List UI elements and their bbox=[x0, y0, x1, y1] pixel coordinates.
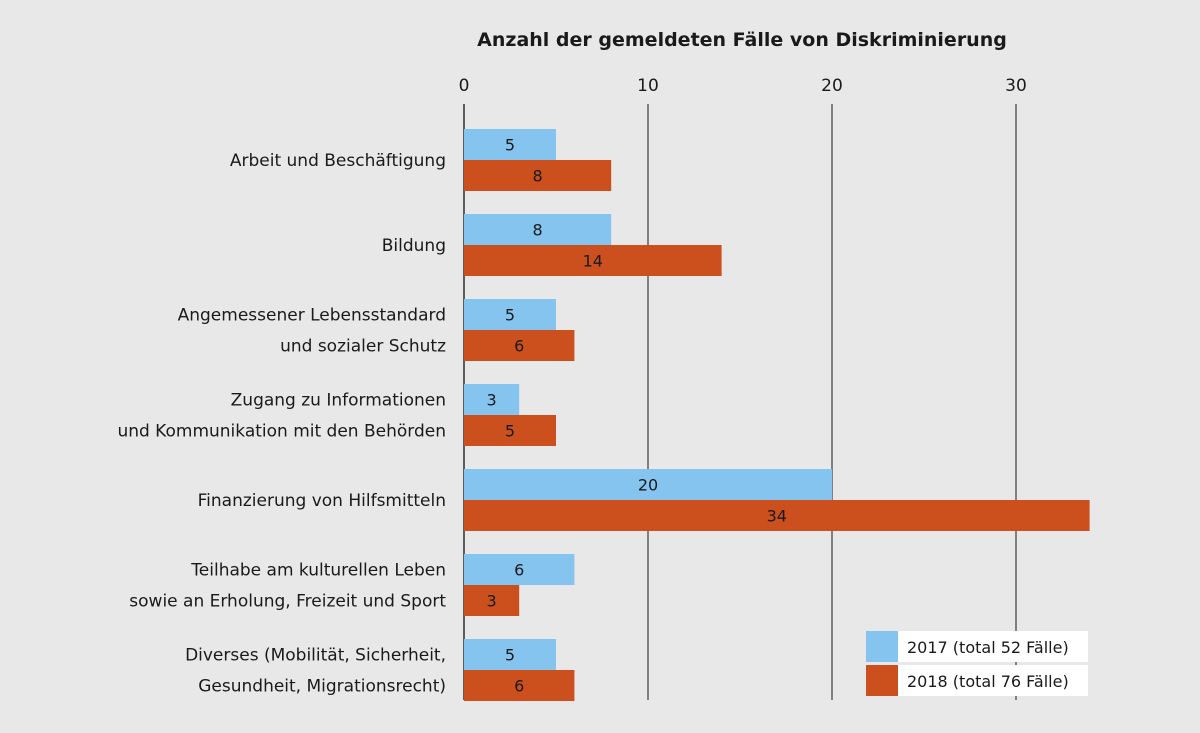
bar-2017 bbox=[464, 639, 556, 670]
data-label: 5 bbox=[505, 646, 515, 665]
legend-entry bbox=[866, 631, 1088, 662]
category-label: Gesundheit, Migrationsrecht) bbox=[198, 677, 446, 697]
x-tick-label: 20 bbox=[821, 76, 843, 96]
data-label: 6 bbox=[514, 677, 524, 696]
category-label: Diverses (Mobilität, Sicherheit, bbox=[185, 646, 446, 666]
bar-2017 bbox=[464, 129, 556, 160]
category-label: Teilhabe am kulturellen Leben bbox=[190, 561, 446, 581]
bar-2018 bbox=[464, 245, 722, 276]
data-label: 5 bbox=[505, 422, 515, 441]
bar-2018 bbox=[464, 160, 612, 191]
data-label: 6 bbox=[514, 337, 524, 356]
data-label: 3 bbox=[487, 592, 497, 611]
data-label: 14 bbox=[583, 252, 603, 271]
category-label: Zugang zu Informationen bbox=[231, 391, 446, 411]
data-label: 8 bbox=[533, 167, 543, 186]
bar-2017 bbox=[464, 554, 575, 585]
category-label: sowie an Erholung, Freizeit und Sport bbox=[129, 592, 446, 612]
bar-2017 bbox=[464, 384, 520, 415]
category-labels: Arbeit und Beschäftigung Bildung Angemesse… bbox=[117, 151, 446, 697]
legend-entry bbox=[866, 665, 1088, 696]
data-label: 34 bbox=[767, 507, 787, 526]
data-label: 20 bbox=[638, 476, 658, 495]
chart-title: Anzahl der gemeldeten Fälle von Diskrimi… bbox=[477, 29, 1007, 51]
category-label: Angemessener Lebensstandard bbox=[178, 306, 446, 326]
bar-2017 bbox=[464, 469, 832, 500]
legend: 2017 (total 52 Fälle) 2018 (total 76 Fäll… bbox=[866, 631, 1088, 696]
category-label: Bildung bbox=[382, 236, 446, 256]
data-label: 8 bbox=[533, 221, 543, 240]
legend-label: 2017 (total 52 Fälle) bbox=[907, 638, 1069, 657]
x-tick-label: 10 bbox=[637, 76, 659, 96]
category-label: und Kommunikation mit den Behörden bbox=[117, 422, 446, 442]
gridlines bbox=[463, 104, 1017, 700]
data-label: 5 bbox=[505, 306, 515, 325]
bar-2018 bbox=[464, 415, 556, 446]
category-label: Finanzierung von Hilfsmitteln bbox=[198, 491, 446, 511]
data-label: 3 bbox=[487, 391, 497, 410]
bar-2018 bbox=[464, 670, 575, 701]
legend-swatch bbox=[866, 631, 898, 662]
bar-2018 bbox=[464, 585, 520, 616]
x-tick-label: 30 bbox=[1005, 76, 1027, 96]
category-label: Arbeit und Beschäftigung bbox=[230, 151, 446, 171]
data-label: 5 bbox=[505, 136, 515, 155]
x-tick-label: 0 bbox=[459, 76, 470, 96]
legend-swatch bbox=[866, 665, 898, 696]
bar-2018 bbox=[464, 500, 1090, 531]
bar-2017 bbox=[464, 299, 556, 330]
bar-2018 bbox=[464, 330, 575, 361]
bar-2017 bbox=[464, 214, 612, 245]
legend-label: 2018 (total 76 Fälle) bbox=[907, 672, 1069, 691]
category-label: und sozialer Schutz bbox=[280, 337, 446, 357]
x-tick-labels: 0 10 20 30 bbox=[459, 76, 1027, 96]
data-label: 6 bbox=[514, 561, 524, 580]
